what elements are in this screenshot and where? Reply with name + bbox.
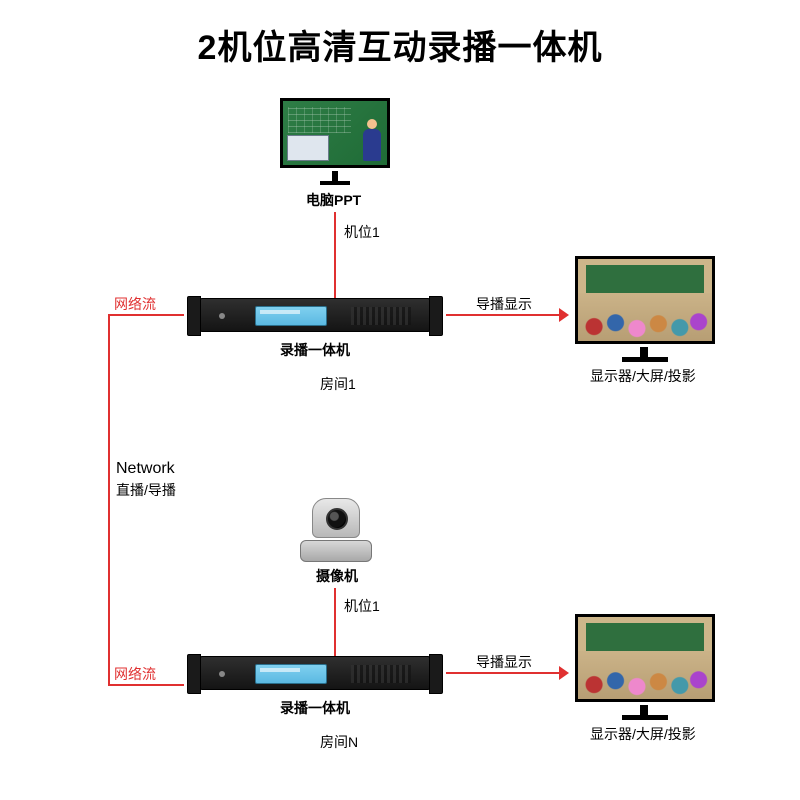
net-label-room1: 网络流	[114, 294, 156, 314]
connector	[334, 588, 336, 656]
connector	[446, 314, 562, 316]
ptz-camera	[296, 498, 376, 562]
display-room1	[575, 256, 715, 344]
out-label-roomN: 导播显示	[476, 652, 532, 672]
display-label-room1: 显示器/大屏/投影	[590, 366, 696, 386]
net-label-roomN: 网络流	[114, 664, 156, 684]
network-label-1: Network	[116, 460, 175, 478]
arrowhead-icon	[559, 308, 569, 322]
camera-label: 摄像机	[316, 566, 358, 586]
network-label-2: 直播/导播	[116, 480, 176, 500]
ppt-monitor	[280, 98, 390, 168]
device-label-room1: 录播一体机	[280, 340, 350, 360]
connector	[108, 684, 184, 686]
cam1-label-n: 机位1	[344, 596, 380, 616]
recorder-device-room1	[200, 298, 430, 332]
cam1-label: 机位1	[344, 222, 380, 242]
ppt-label: 电脑PPT	[306, 190, 361, 210]
connector	[446, 672, 562, 674]
page-title: 2机位高清互动录播一体机	[0, 20, 800, 69]
display-label-roomN: 显示器/大屏/投影	[590, 724, 696, 744]
connector	[108, 314, 184, 316]
network-bus	[108, 314, 110, 686]
arrowhead-icon	[559, 666, 569, 680]
device-label-roomN: 录播一体机	[280, 698, 350, 718]
out-label-room1: 导播显示	[476, 294, 532, 314]
recorder-device-roomN	[200, 656, 430, 690]
room1-label: 房间1	[320, 374, 356, 394]
roomN-label: 房间N	[320, 732, 358, 752]
display-roomN	[575, 614, 715, 702]
connector	[334, 212, 336, 298]
